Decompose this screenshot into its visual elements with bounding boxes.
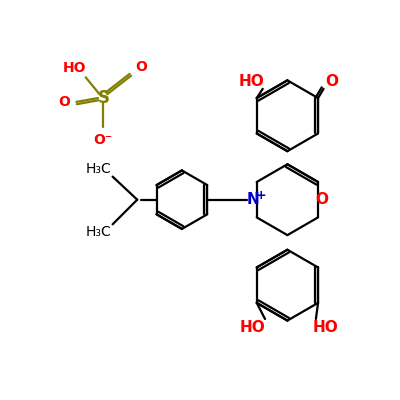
Text: O: O [58, 95, 70, 109]
Text: HO: HO [312, 320, 338, 335]
Text: O: O [316, 192, 328, 207]
Text: +: + [255, 188, 266, 202]
Text: H₃C: H₃C [86, 162, 112, 176]
Text: O: O [326, 74, 338, 89]
Text: HO: HO [239, 74, 265, 89]
Text: H₃C: H₃C [86, 225, 112, 239]
Text: HO: HO [240, 320, 266, 335]
Text: O: O [135, 60, 147, 74]
Text: O⁻: O⁻ [94, 133, 113, 147]
Text: HO: HO [63, 61, 87, 75]
Text: N: N [246, 192, 259, 207]
Text: S: S [97, 89, 109, 107]
